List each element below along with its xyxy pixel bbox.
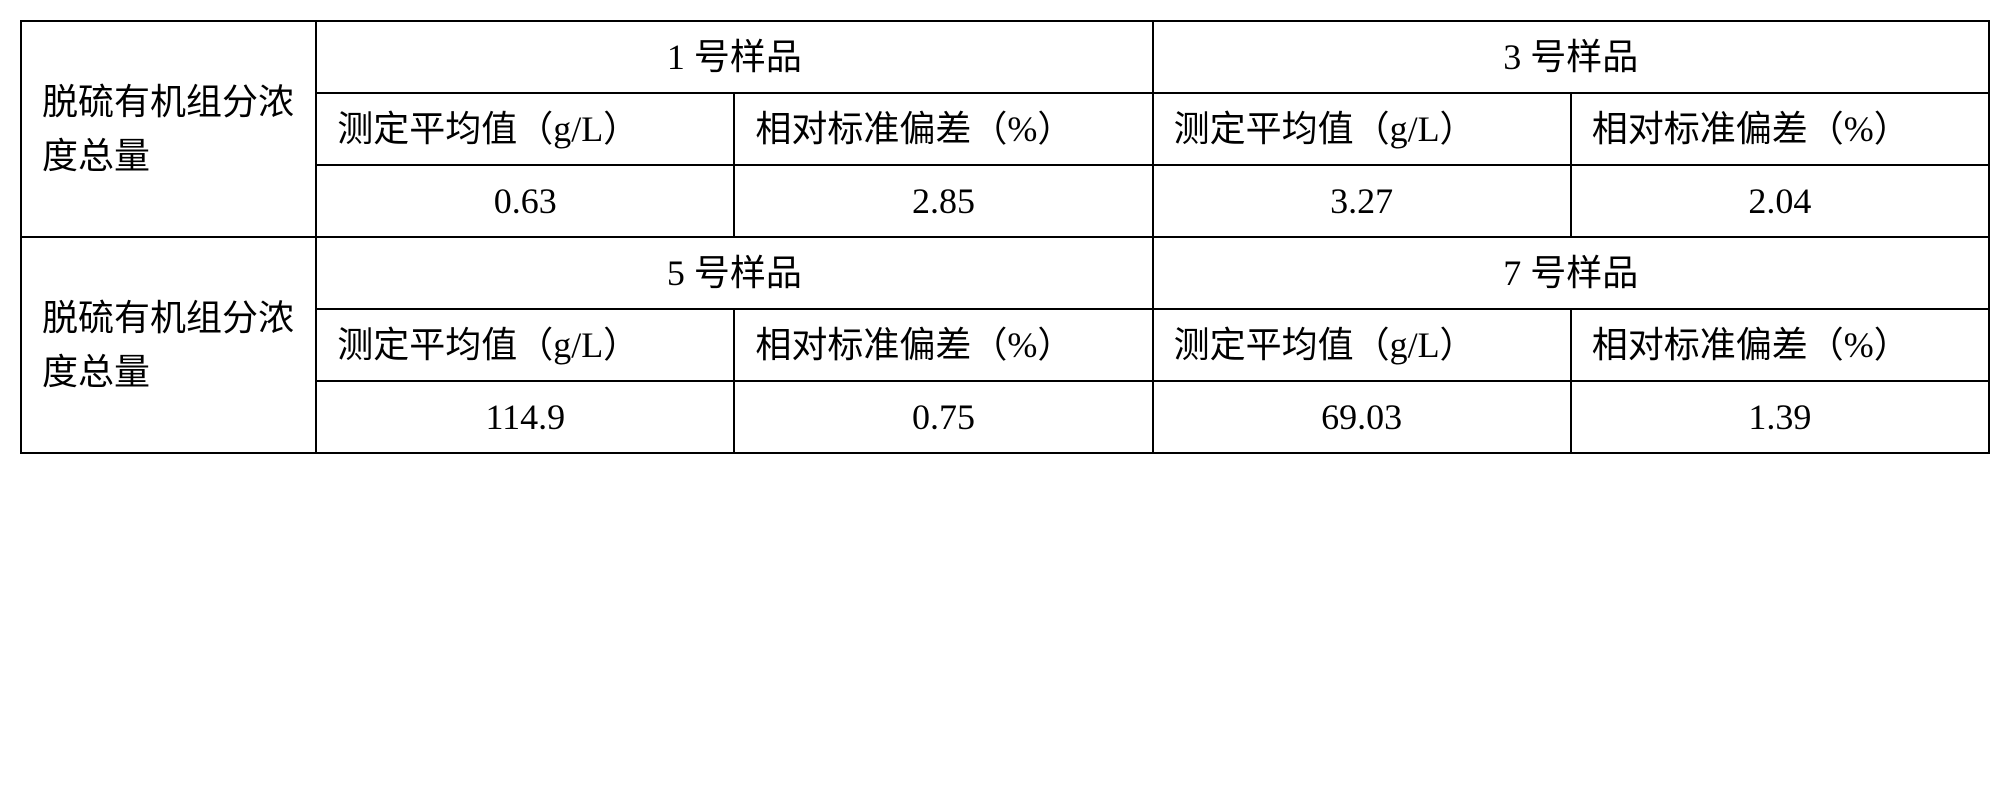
sample-header-cell: 3 号样品	[1153, 21, 1989, 93]
table-row: 脱硫有机组分浓度总量 1 号样品 3 号样品	[21, 21, 1989, 93]
sample-header-cell: 7 号样品	[1153, 237, 1989, 309]
column-header-cell: 测定平均值（g/L）	[316, 93, 734, 165]
sample-header-cell: 1 号样品	[316, 21, 1152, 93]
value-cell: 2.04	[1571, 165, 1989, 237]
column-header-cell: 测定平均值（g/L）	[316, 309, 734, 381]
row-label-cell: 脱硫有机组分浓度总量	[21, 21, 316, 237]
table-row: 114.9 0.75 69.03 1.39	[21, 381, 1989, 453]
table-row: 测定平均值（g/L） 相对标准偏差（%） 测定平均值（g/L） 相对标准偏差（%…	[21, 93, 1989, 165]
table-row: 脱硫有机组分浓度总量 5 号样品 7 号样品	[21, 237, 1989, 309]
value-cell: 2.85	[734, 165, 1152, 237]
value-cell: 114.9	[316, 381, 734, 453]
value-cell: 0.75	[734, 381, 1152, 453]
value-cell: 3.27	[1153, 165, 1571, 237]
value-cell: 0.63	[316, 165, 734, 237]
data-table: 脱硫有机组分浓度总量 1 号样品 3 号样品 测定平均值（g/L） 相对标准偏差…	[20, 20, 1990, 454]
value-cell: 1.39	[1571, 381, 1989, 453]
column-header-cell: 相对标准偏差（%）	[1571, 93, 1989, 165]
column-header-cell: 相对标准偏差（%）	[734, 93, 1152, 165]
column-header-cell: 相对标准偏差（%）	[1571, 309, 1989, 381]
table-row: 测定平均值（g/L） 相对标准偏差（%） 测定平均值（g/L） 相对标准偏差（%…	[21, 309, 1989, 381]
column-header-cell: 测定平均值（g/L）	[1153, 309, 1571, 381]
row-label-cell: 脱硫有机组分浓度总量	[21, 237, 316, 453]
sample-header-cell: 5 号样品	[316, 237, 1152, 309]
table-row: 0.63 2.85 3.27 2.04	[21, 165, 1989, 237]
column-header-cell: 相对标准偏差（%）	[734, 309, 1152, 381]
value-cell: 69.03	[1153, 381, 1571, 453]
column-header-cell: 测定平均值（g/L）	[1153, 93, 1571, 165]
